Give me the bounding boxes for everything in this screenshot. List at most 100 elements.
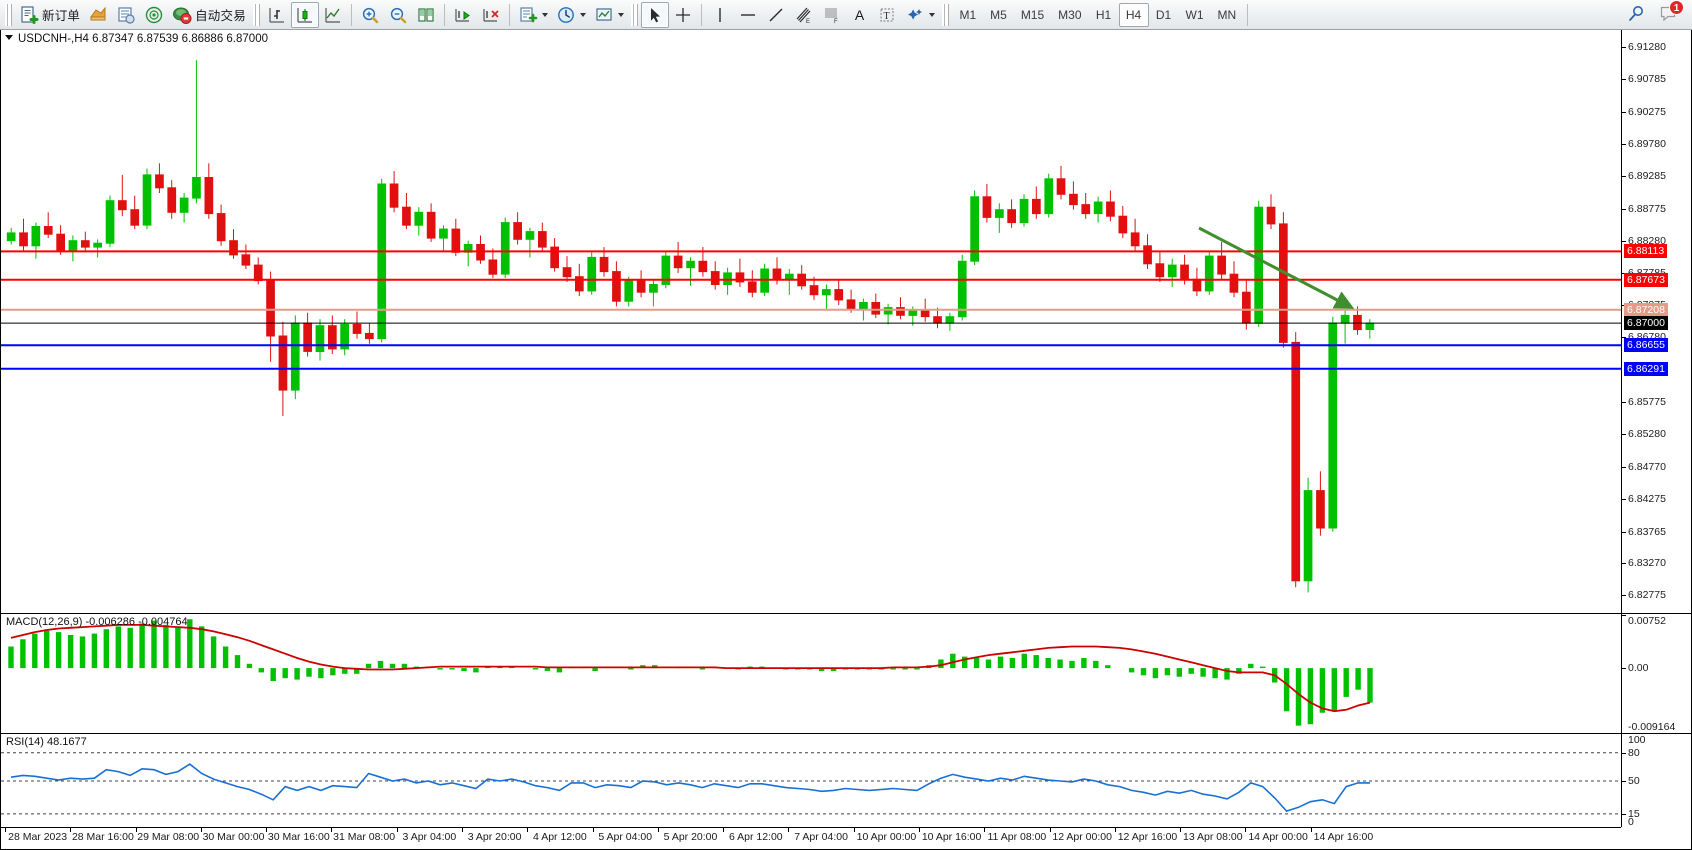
price-tick-label: 6.83765	[1628, 525, 1666, 538]
price-tick	[1622, 595, 1626, 597]
rsi-tick-label: 80	[1628, 746, 1640, 759]
price-badge[interactable]: 6.86655	[1624, 338, 1668, 353]
period-button[interactable]	[552, 2, 590, 28]
timeframe-m5[interactable]: M5	[990, 7, 1007, 22]
time-tick-label: 29 Mar 08:00	[137, 831, 200, 843]
price-badge[interactable]: 6.87208	[1624, 302, 1668, 317]
toolbar-separator-3	[508, 3, 510, 26]
price-badge[interactable]: 6.87673	[1624, 272, 1668, 287]
time-tick-label: 4 Apr 12:00	[533, 831, 587, 843]
time-tick	[853, 827, 855, 832]
time-tick	[1245, 827, 1247, 832]
time-tick	[527, 827, 529, 832]
timeframe-h4[interactable]: H4	[1118, 2, 1149, 27]
notifications-icon[interactable]: 1	[1658, 0, 1684, 26]
auto-trading-button[interactable]: 自动交易	[168, 2, 250, 28]
time-tick-label: 10 Apr 16:00	[921, 831, 982, 843]
zoom-in-button[interactable]	[356, 2, 384, 28]
new-order-button[interactable]: 新订单	[15, 2, 84, 28]
text-tool-button[interactable]: A	[846, 2, 874, 28]
toolbar-grip[interactable]	[5, 3, 12, 26]
fibonacci-tool-button[interactable]: F	[818, 2, 846, 28]
price-tick-label: 6.89780	[1628, 138, 1666, 150]
timeframe-mn[interactable]: MN	[1217, 7, 1237, 22]
svg-text:F: F	[834, 19, 838, 25]
time-tick-label: 30 Mar 00:00	[202, 831, 265, 843]
macd-series	[8, 619, 1373, 726]
bar-chart-button[interactable]	[263, 2, 291, 28]
timeframe-m30[interactable]: M30	[1058, 7, 1082, 22]
price-tick-label: 6.84275	[1628, 492, 1666, 505]
price-tick-label: 6.83270	[1628, 557, 1666, 570]
collapse-triangle-icon[interactable]	[5, 35, 13, 40]
chevron-down-icon-2[interactable]	[579, 12, 586, 17]
toolbar-separator-5	[1247, 3, 1249, 26]
crosshair-tool-button[interactable]	[669, 2, 697, 28]
chart-shift-button[interactable]	[477, 2, 505, 28]
chevron-down-icon[interactable]	[541, 12, 548, 17]
chevron-down-icon-4[interactable]	[929, 12, 936, 17]
indicators-button[interactable]	[514, 2, 552, 28]
rsi-tick-label: 0	[1628, 816, 1634, 828]
price-pane[interactable]: USDCNH-,H4 6.87347 6.87539 6.86886 6.870…	[1, 30, 1621, 613]
vertical-line-tool-button[interactable]	[706, 2, 734, 28]
price-tick	[1622, 466, 1626, 468]
line-chart-button[interactable]	[319, 2, 347, 28]
time-tick-label: 3 Apr 04:00	[402, 831, 457, 843]
rsi-axis: 100 80 50 15 0	[1621, 733, 1691, 828]
price-tick	[1622, 240, 1626, 242]
terminal-button[interactable]	[84, 2, 112, 28]
price-badge[interactable]: 6.87000	[1624, 316, 1668, 331]
price-badge[interactable]: 6.88113	[1624, 244, 1668, 259]
symbol-header: USDCNH-,H4 6.87347 6.87539 6.86886 6.870…	[5, 33, 268, 45]
chart-window[interactable]: USDCNH-,H4 6.87347 6.87539 6.86886 6.870…	[0, 30, 1692, 850]
equidistant-channel-tool-button[interactable]: E	[790, 2, 818, 28]
timeframe-w1[interactable]: W1	[1185, 7, 1204, 22]
price-tick-label: 6.88775	[1628, 202, 1666, 215]
rsi-pane[interactable]: RSI(14) 48.1677	[1, 733, 1621, 827]
search-icon[interactable]	[1626, 4, 1648, 26]
price-axis[interactable]: 6.91280 6.90785 6.90275 6.89780 6.89285 6.887…	[1621, 30, 1691, 613]
timeframe-d1[interactable]: D1	[1155, 7, 1172, 22]
price-tick	[1622, 175, 1626, 177]
arrow-annotation[interactable]	[1, 30, 1621, 613]
time-tick	[5, 827, 6, 832]
tile-windows-button[interactable]	[412, 2, 440, 28]
zoom-out-button[interactable]	[384, 2, 412, 28]
time-tick-label: 14 Apr 00:00	[1248, 831, 1308, 843]
svg-text:E: E	[806, 19, 810, 25]
timeframe-m15[interactable]: M15	[1020, 7, 1045, 22]
price-tick	[1622, 498, 1626, 500]
candlestick-chart-button[interactable]	[290, 1, 319, 28]
time-axis[interactable]: 28 Mar 2023 28 Mar 16:00 29 Mar 08:00 30 Ma…	[1, 827, 1621, 849]
macd-pane[interactable]: MACD(12,26,9) -0.006286 -0.004764	[1, 613, 1621, 733]
time-tick-label: 7 Apr 04:00	[794, 831, 848, 843]
arrows-tool-button[interactable]	[901, 2, 939, 28]
toolbar-grip-3[interactable]	[630, 3, 638, 26]
data-window-button[interactable]	[112, 2, 140, 28]
toolbar-grip-4[interactable]	[942, 3, 950, 26]
rsi-tick-label: 15	[1628, 807, 1640, 820]
price-tick-label: 6.88280	[1628, 234, 1666, 247]
auto-scroll-button[interactable]	[449, 2, 477, 28]
timeframe-m1[interactable]: M1	[959, 7, 977, 22]
auto-trading-label: 自动交易	[195, 9, 246, 23]
toolbar-grip-2[interactable]	[252, 3, 260, 26]
horizontal-line-tool-button[interactable]	[734, 2, 762, 28]
navigator-button[interactable]	[140, 2, 168, 28]
timeframe-group: M1 M5 M15 M30 H1 H4 D1 W1 MN	[952, 2, 1243, 27]
price-tick	[1622, 144, 1626, 145]
time-tick	[1310, 827, 1312, 832]
chevron-down-icon-3[interactable]	[617, 12, 624, 17]
price-tick-label: 6.90275	[1628, 106, 1666, 119]
trendline-tool-button[interactable]	[762, 2, 790, 28]
timeframe-h1[interactable]: H1	[1095, 7, 1112, 22]
price-badge[interactable]: 6.86291	[1624, 361, 1668, 376]
time-tick	[984, 827, 986, 832]
templates-button[interactable]	[590, 2, 628, 28]
time-tick	[919, 827, 920, 832]
cursor-tool-button[interactable]	[640, 1, 669, 28]
time-tick	[723, 827, 725, 832]
price-tick-label: 6.89285	[1628, 169, 1666, 182]
text-label-tool-button[interactable]: T	[873, 2, 901, 28]
